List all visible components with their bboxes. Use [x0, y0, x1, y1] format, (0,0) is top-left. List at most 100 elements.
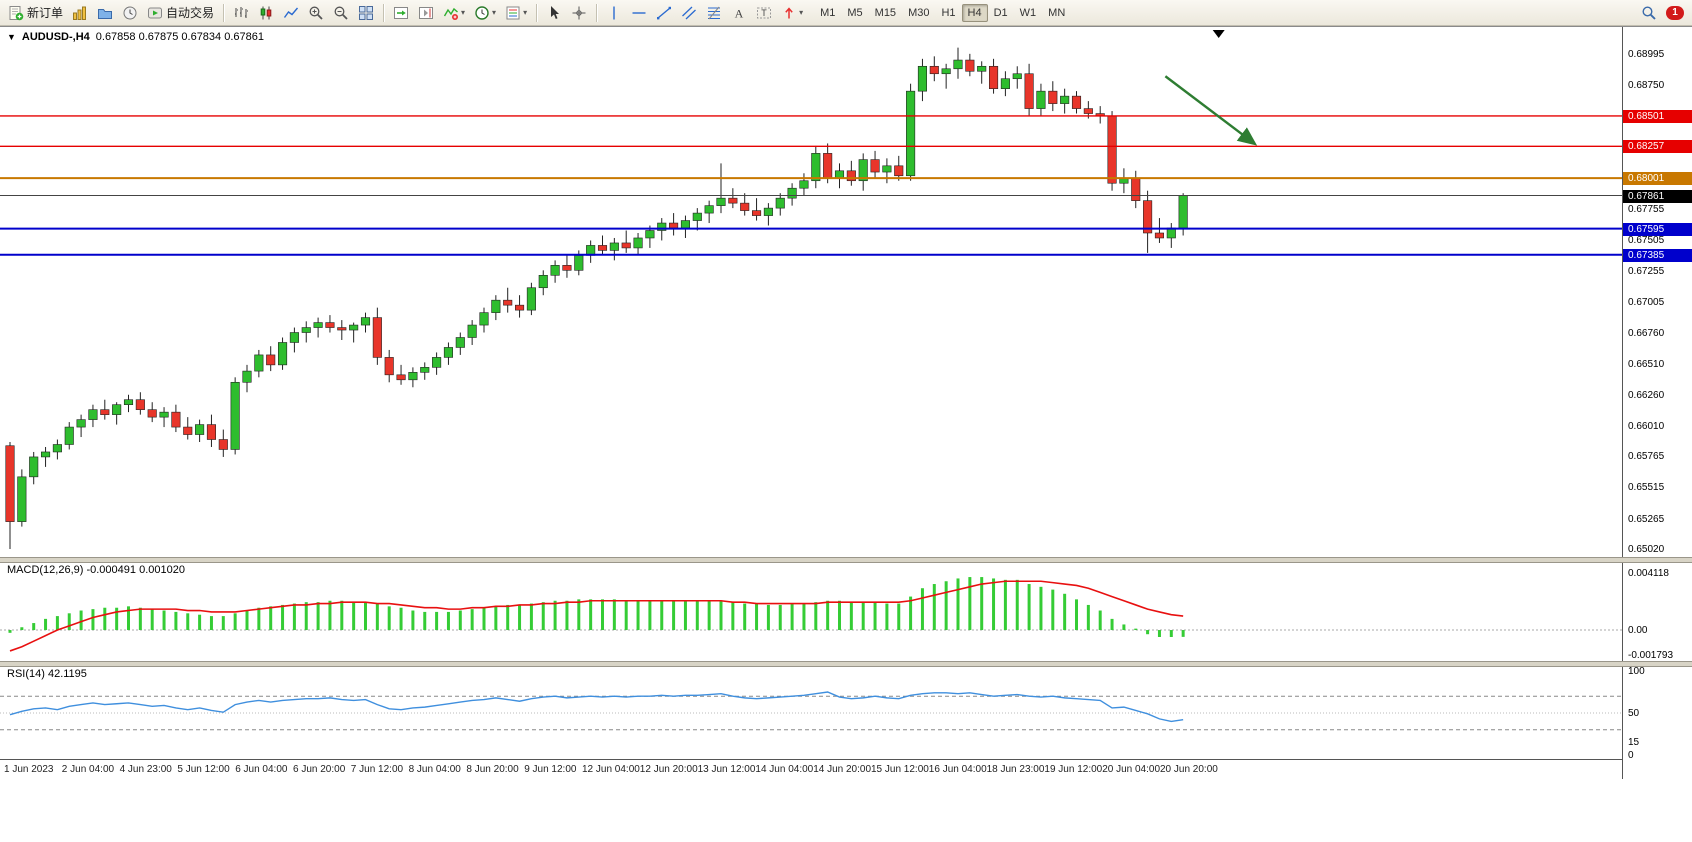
time-axis-label: 20 Jun 04:00: [1102, 764, 1161, 775]
chevron-down-icon: ▾: [799, 8, 804, 17]
notification-badge[interactable]: 1: [1666, 5, 1684, 20]
chart-shift-marker[interactable]: [1212, 30, 1225, 38]
line-chart-icon: [283, 7, 299, 18]
bull-candle: [52, 444, 62, 453]
macd-axis-label: -0.001793: [1628, 650, 1674, 662]
auto-trading-label: 自动交易: [166, 6, 215, 20]
bull-candle: [467, 324, 477, 338]
time-axis-label: 6 Jun 20:00: [293, 764, 346, 775]
search-button[interactable]: [1637, 1, 1661, 24]
text-label-button[interactable]: T: [752, 1, 776, 24]
timeframe-D1[interactable]: D1: [993, 6, 1008, 19]
one-click-panel-toggle-icon[interactable]: ▼: [7, 32, 16, 42]
candlestick-chart-button[interactable]: [254, 1, 278, 24]
channel-button[interactable]: [677, 1, 701, 24]
arrows-icon: [785, 6, 793, 18]
price-axis-label: 0.67005: [1628, 297, 1665, 309]
macd-axis-label: 0.004118: [1628, 567, 1669, 579]
bull-candle: [977, 65, 987, 72]
bear-candle: [870, 159, 880, 173]
label-icon: T: [757, 7, 772, 18]
rsi-axis-label: 50: [1628, 708, 1640, 719]
price-axis-label: 0.65765: [1628, 451, 1665, 463]
bull-candle: [76, 419, 86, 428]
bar-chart-button[interactable]: [229, 1, 253, 24]
bull-candle: [289, 332, 299, 343]
bear-candle: [206, 424, 216, 440]
templates-button[interactable]: ▾: [501, 1, 531, 24]
bull-candle: [787, 187, 797, 199]
bear-candle: [669, 222, 679, 229]
timeframe-H1[interactable]: H1: [941, 6, 956, 19]
price-axis-label: 0.65020: [1628, 544, 1665, 555]
time-axis-label: 12 Jun 20:00: [639, 764, 698, 775]
text-tool-button[interactable]: A: [727, 1, 751, 24]
timeframe-M15[interactable]: M15: [874, 6, 897, 19]
timeframe-H4[interactable]: H4: [961, 3, 988, 22]
bull-candle: [538, 274, 548, 289]
bear-candle: [183, 426, 193, 435]
macd-indicator-panel[interactable]: [0, 562, 1622, 662]
tile-windows-button[interactable]: [354, 1, 378, 24]
bull-candle: [1000, 78, 1010, 89]
bull-candle: [680, 220, 691, 229]
fibonacci-button[interactable]: [702, 1, 726, 24]
charts-button[interactable]: [68, 1, 92, 24]
bull-candle: [420, 367, 430, 373]
bull-candle: [1060, 95, 1070, 104]
bull-candle: [657, 222, 667, 231]
new-order-button[interactable]: 新订单: [4, 1, 67, 24]
periods-button[interactable]: ▾: [470, 1, 500, 24]
cursor-button[interactable]: [542, 1, 566, 24]
rsi-axis-label: 15: [1628, 737, 1640, 749]
bull-candle: [633, 237, 643, 249]
trend-arrow-annotation[interactable]: [1164, 75, 1258, 146]
line-chart-button[interactable]: [279, 1, 303, 24]
zoom-in-button[interactable]: [304, 1, 328, 24]
time-axis[interactable]: 1 Jun 2023 2 Jun 04:00 4 Jun 23:00 5 Jun 12…: [0, 759, 1622, 780]
arrows-button[interactable]: ▾: [777, 1, 807, 24]
bull-candle: [1012, 73, 1022, 80]
market-watch-button[interactable]: [118, 1, 142, 24]
bear-candle: [171, 411, 181, 428]
time-axis-label: 7 Jun 12:00: [350, 764, 404, 775]
main-price-chart[interactable]: [0, 27, 1622, 557]
bull-candle: [692, 212, 702, 221]
bear-candle: [396, 374, 406, 381]
rsi-indicator-panel[interactable]: [0, 666, 1622, 760]
bear-candle: [562, 265, 572, 271]
auto-scroll-button[interactable]: [389, 1, 413, 24]
bull-candle: [88, 409, 98, 420]
timeframe-M5[interactable]: M5: [847, 6, 863, 19]
time-axis-label: 14 Jun 04:00: [755, 764, 814, 775]
profiles-button[interactable]: [93, 1, 117, 24]
bull-candle: [491, 299, 501, 313]
time-axis-label: 2 Jun 04:00: [61, 764, 115, 775]
auto-trading-button[interactable]: 自动交易: [143, 1, 218, 24]
panel-resize-divider[interactable]: [0, 557, 1692, 563]
bear-candle: [384, 357, 394, 376]
timeframe-M30[interactable]: M30: [908, 6, 930, 19]
bull-candle: [1036, 90, 1046, 109]
bull-candle: [408, 372, 418, 381]
trendline-button[interactable]: [652, 1, 676, 24]
toolbar-separator: [383, 3, 385, 22]
fibonacci-icon: [708, 6, 721, 19]
horizontal-line-button[interactable]: [627, 1, 651, 24]
toolbar: 新订单 自动交易 ▾ ▾: [0, 0, 1692, 26]
chart-shift-button[interactable]: [414, 1, 438, 24]
timeframe-W1[interactable]: W1: [1019, 6, 1037, 19]
bear-candle: [1024, 73, 1034, 109]
timeframe-MN[interactable]: MN: [1048, 6, 1066, 19]
price-axis-label: 0.68001: [1623, 172, 1692, 186]
price-axis[interactable]: 0.68995 0.68750 0.68501 0.68257 0.68001 0.678…: [1622, 27, 1692, 779]
bear-candle: [147, 409, 157, 418]
crosshair-button[interactable]: [567, 1, 591, 24]
zoom-out-button[interactable]: [329, 1, 353, 24]
templates-icon: [506, 6, 520, 19]
indicators-button[interactable]: ▾: [439, 1, 469, 24]
panel-resize-divider[interactable]: [0, 661, 1692, 667]
timeframe-M1[interactable]: M1: [820, 6, 836, 19]
vertical-line-button[interactable]: [602, 1, 626, 24]
bull-candle: [17, 476, 27, 522]
